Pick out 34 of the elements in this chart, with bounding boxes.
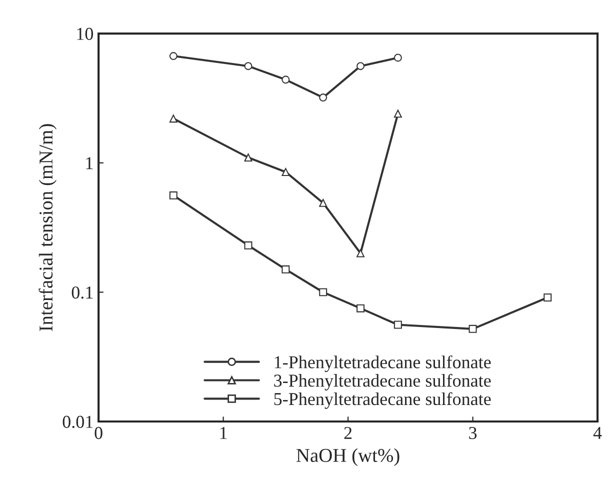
point [169, 52, 178, 60]
x-tick-label: 3 [469, 426, 477, 440]
point [244, 62, 252, 70]
point [282, 168, 290, 176]
point [356, 249, 365, 258]
point [356, 62, 365, 70]
point [244, 154, 252, 162]
point [169, 191, 178, 200]
y-tick-label: 0.01 [62, 416, 93, 428]
point [468, 324, 477, 333]
x-tick-label: 0 [94, 426, 102, 440]
legend-label: 1-Phenyltetradecane sulfonate [274, 355, 491, 372]
y-axis-title: Interfacial tension (mN/m) [38, 124, 57, 332]
point [394, 54, 402, 62]
x-tick-label: 4 [593, 427, 602, 439]
point [319, 198, 328, 207]
x-tick-label: 2 [344, 426, 352, 439]
legend-label: 3-Phenyltetradecane sulfonate [274, 374, 491, 390]
point [244, 241, 252, 250]
point [169, 114, 178, 123]
point [319, 288, 328, 296]
point [282, 265, 290, 274]
point [544, 293, 552, 302]
legend-label: 5-Phenyltetradecane sulfonate [274, 392, 491, 409]
x-tick-label: 1 [220, 426, 227, 439]
point [394, 320, 402, 329]
point [394, 110, 402, 118]
point [319, 94, 328, 102]
y-tick-label: 1 [86, 157, 93, 170]
point [282, 76, 290, 84]
point [356, 304, 365, 312]
y-tick-label: 0.1 [72, 286, 93, 299]
y-tick-label: 10 [77, 28, 94, 40]
x-axis-title: NaOH (wt%) [296, 448, 400, 466]
